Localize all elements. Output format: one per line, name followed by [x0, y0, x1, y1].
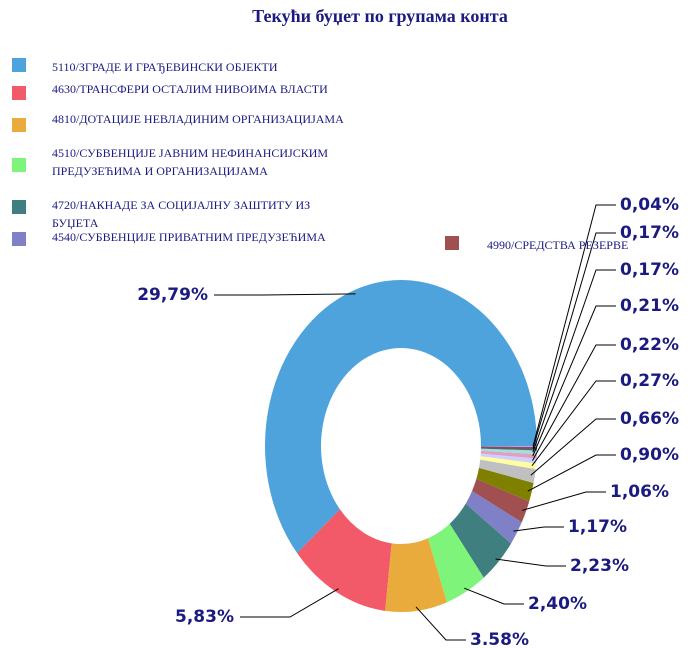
- donut-slice: [478, 459, 536, 483]
- legend-label: 4510/СУБВЕНЦИЈЕ ЈАВНИМ НЕФИНАНСИЈСКИМ ПР…: [52, 146, 329, 178]
- donut-slice: [480, 453, 537, 464]
- leader-line: [464, 587, 524, 605]
- donut-slice: [480, 450, 537, 459]
- value-label: 0,17%: [620, 223, 679, 243]
- legend-swatch: [12, 158, 26, 172]
- legend-label: 4720/НАКНАДЕ ЗА СОЦИЈАЛНУ ЗАШТИТУ ИЗ БУЏ…: [52, 198, 311, 230]
- leader-line: [513, 526, 564, 532]
- value-label: 0,27%: [620, 371, 679, 391]
- value-label: 0,04%: [620, 195, 679, 215]
- value-label: 1,06%: [610, 482, 669, 502]
- leader-line: [527, 454, 616, 492]
- donut-slice: [465, 491, 522, 544]
- donut-slice: [297, 509, 392, 611]
- legend-swatch: [445, 236, 459, 250]
- leader-line: [415, 606, 466, 641]
- leader-line: [532, 204, 616, 447]
- legend-swatch: [12, 86, 26, 100]
- value-label: 0,90%: [620, 445, 679, 465]
- value-label: 1,17%: [568, 517, 627, 537]
- value-label: 3.58%: [470, 630, 529, 648]
- value-label: 2,23%: [570, 556, 629, 576]
- leader-line: [532, 305, 616, 457]
- donut-slice: [264, 280, 537, 554]
- leader-line: [532, 269, 616, 453]
- donut-slice: [480, 448, 537, 455]
- donut-slice: [480, 446, 537, 451]
- legend-label: 5110/ЗГРАДЕ И ГРАЂЕВИНСКИ ОБЈЕКТИ: [52, 60, 278, 74]
- leader-line: [531, 380, 616, 467]
- leader-line: [495, 558, 566, 567]
- value-label: 0,22%: [620, 335, 679, 355]
- leader-line: [532, 344, 616, 461]
- donut-slice: [385, 538, 448, 612]
- legend-swatch: [12, 58, 26, 72]
- value-label: 29,79%: [137, 285, 208, 305]
- donut-slice: [476, 467, 534, 502]
- donut-slice: [472, 478, 530, 523]
- donut-slice: [480, 446, 537, 447]
- value-label: 0,17%: [620, 260, 679, 280]
- leader-line: [521, 491, 606, 511]
- legend-label: 4540/СУБВЕНЦИЈЕ ПРИВАТНИМ ПРЕДУЗЕЋИМА: [52, 230, 326, 244]
- legend-swatch: [12, 200, 26, 214]
- legend-swatch: [12, 118, 26, 132]
- donut-slice: [480, 456, 537, 470]
- leader-line: [532, 232, 616, 449]
- value-label: 0,21%: [620, 296, 679, 316]
- leader-line: [214, 293, 356, 296]
- value-label: 2,40%: [528, 594, 587, 614]
- legend-label: 4630/ТРАНСФЕРИ ОСТАЛИМ НИВОИМА ВЛАСТИ: [52, 82, 328, 96]
- value-label: 5,83%: [175, 607, 234, 627]
- legend-label: 4990/СРЕДСТВА РЕЗЕРВЕ: [487, 238, 629, 252]
- legend-label: 4810/ДОТАЦИЈЕ НЕВЛАДИНИМ ОРГАНИЗАЦИЈАМА: [52, 112, 344, 126]
- value-label: 0,66%: [620, 409, 679, 429]
- leader-line: [240, 588, 339, 618]
- legend-swatch: [12, 232, 26, 246]
- donut-slice: [428, 523, 484, 603]
- leader-line: [530, 418, 616, 476]
- chart-title: Текући буџет по групама конта: [252, 6, 508, 26]
